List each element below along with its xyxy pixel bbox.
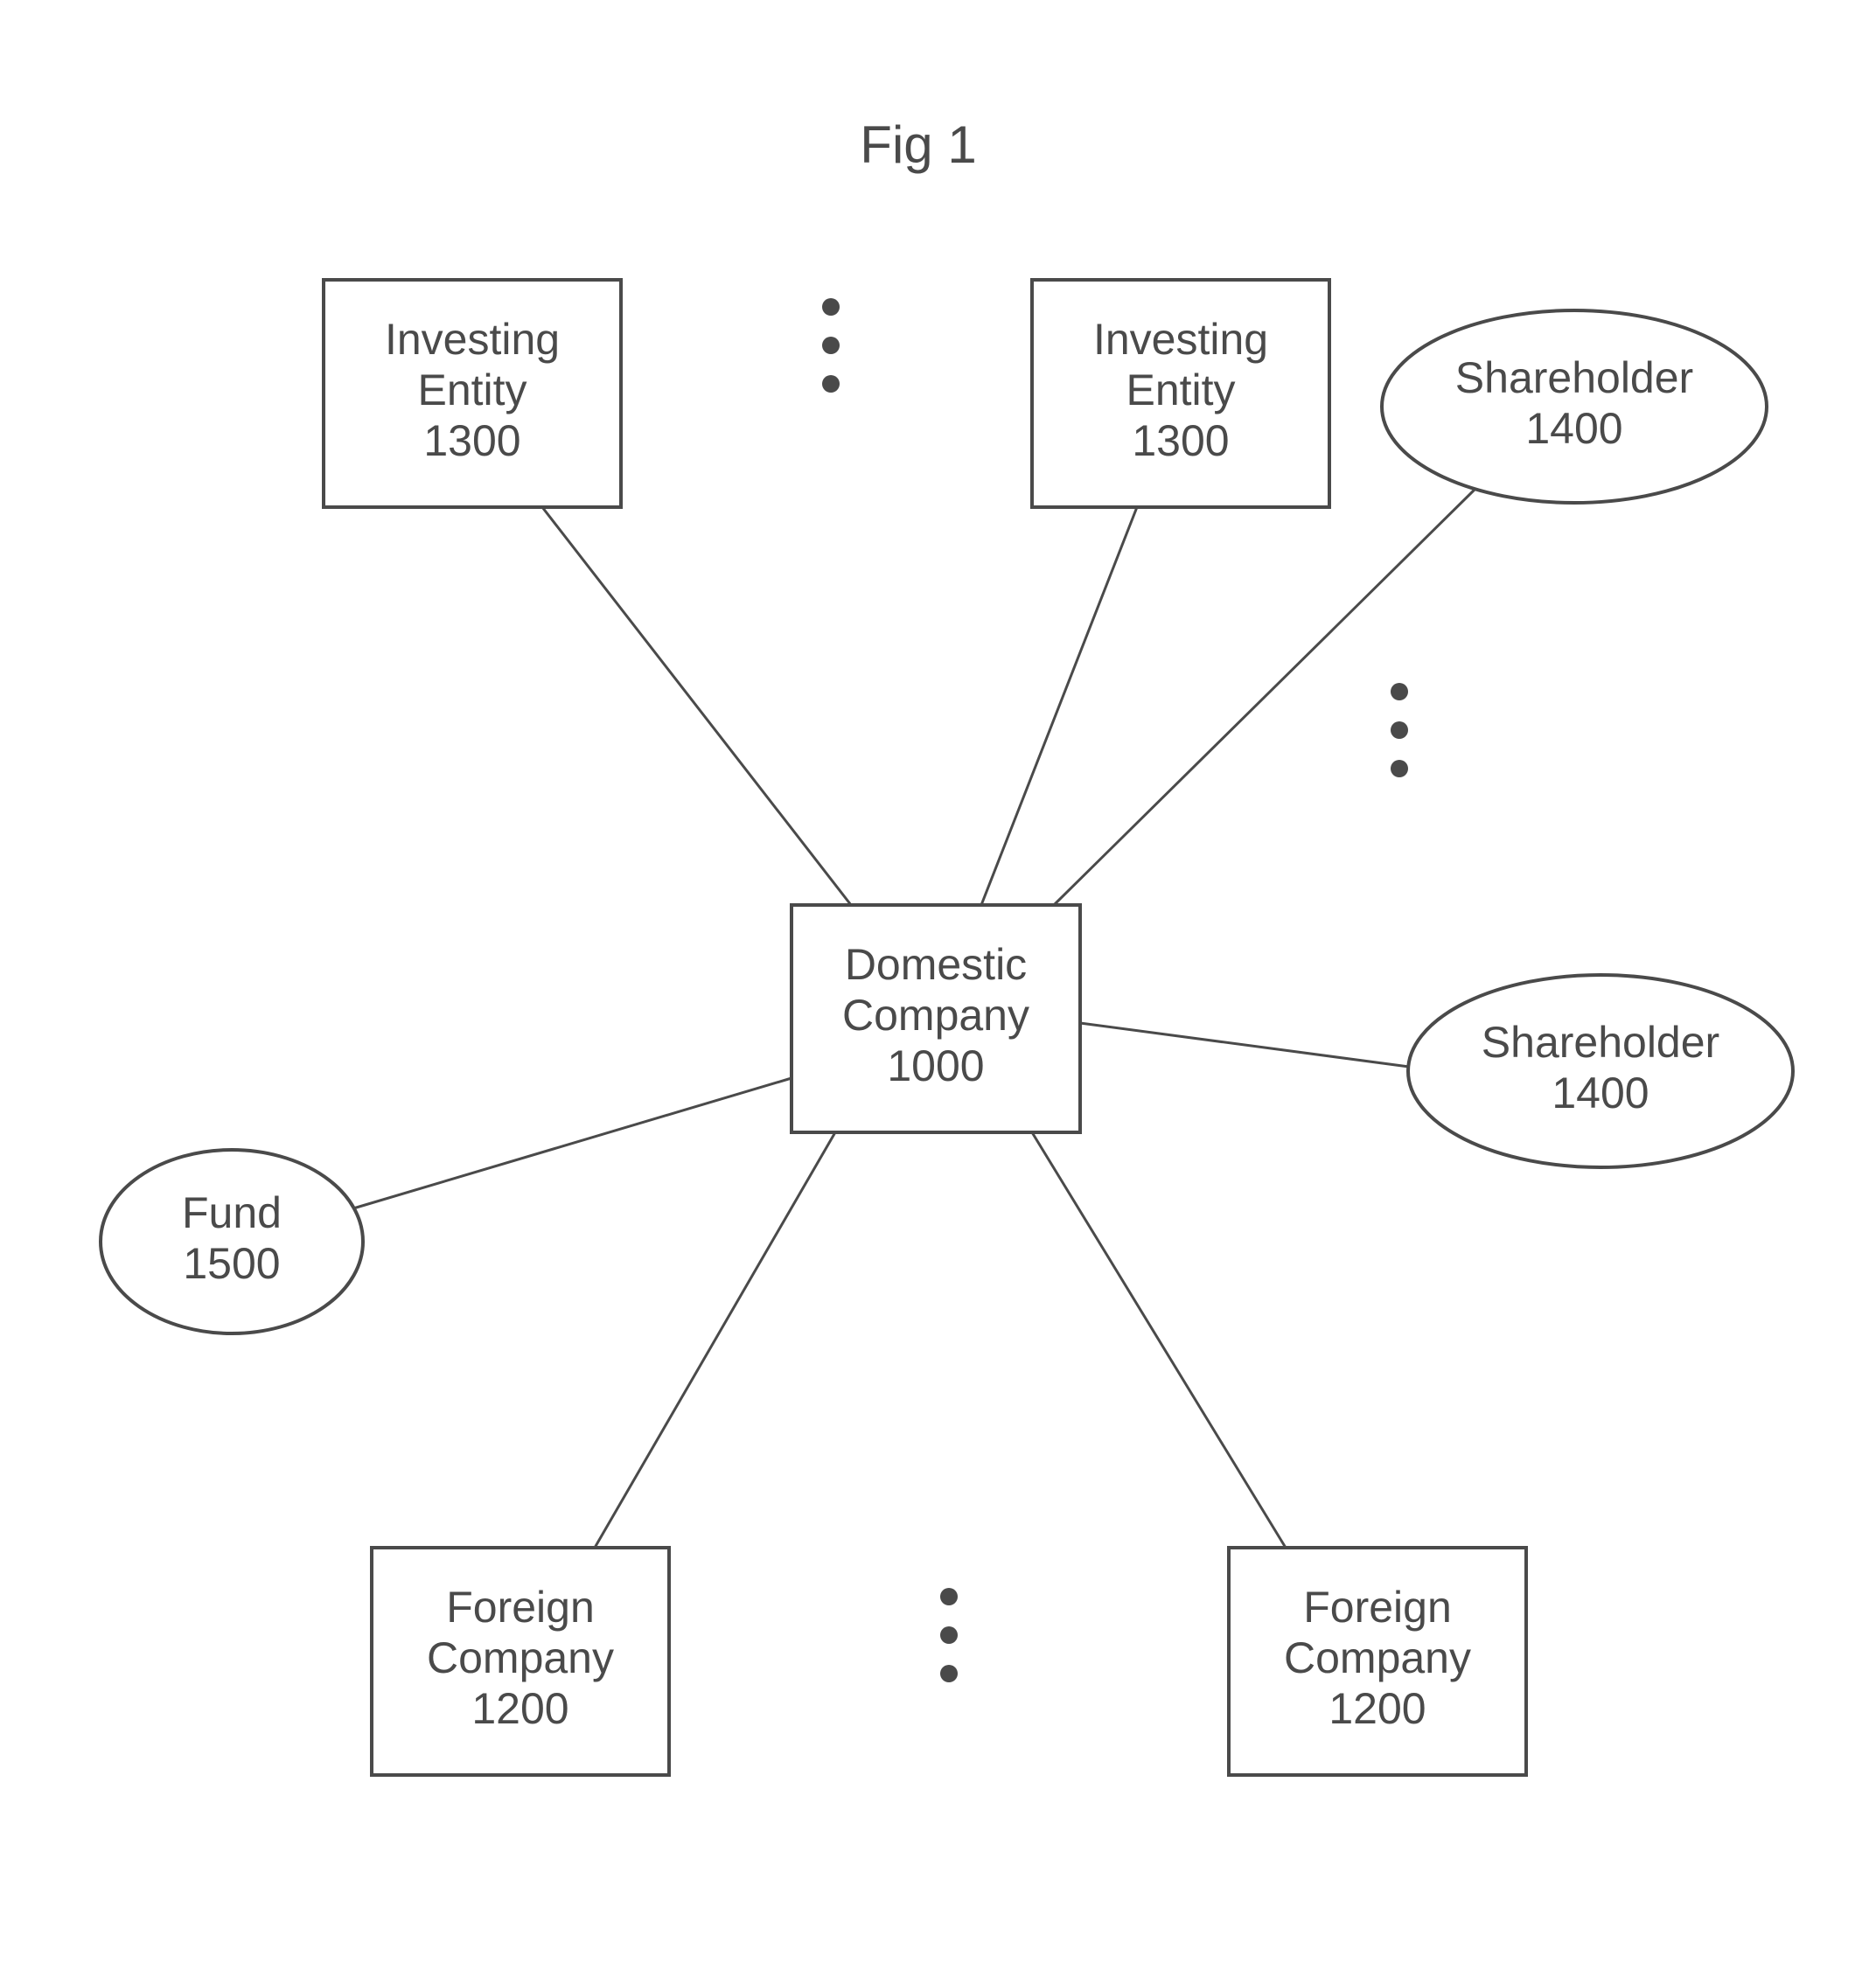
node-sh-b: Shareholder1400 — [1408, 975, 1793, 1167]
node-for-r-label: 1200 — [1329, 1684, 1426, 1733]
node-for-l-label: Foreign — [446, 1583, 595, 1632]
dots-bottom — [940, 1665, 958, 1682]
node-for-r: ForeignCompany1200 — [1229, 1548, 1526, 1775]
node-inv-r-label: Entity — [1126, 365, 1235, 414]
dots-bottom — [940, 1626, 958, 1644]
diagram-canvas: DomesticCompany1000InvestingEntity1300In… — [0, 0, 1876, 1984]
node-inv-r-label: Investing — [1093, 315, 1268, 364]
node-inv-r: InvestingEntity1300 — [1032, 280, 1329, 507]
dots-top — [822, 337, 840, 354]
edge-center-for-l — [595, 1132, 835, 1548]
node-for-r-label: Company — [1284, 1633, 1471, 1682]
edge-center-fund — [353, 1078, 792, 1208]
node-for-l-label: 1200 — [471, 1684, 568, 1733]
node-fund-label: 1500 — [183, 1239, 280, 1288]
node-fund: Fund1500 — [101, 1150, 363, 1333]
node-fund-label: Fund — [182, 1188, 282, 1237]
node-inv-l: InvestingEntity1300 — [324, 280, 621, 507]
node-inv-l-label: Entity — [417, 365, 527, 414]
node-sh-t-label: Shareholder — [1455, 353, 1693, 402]
node-for-l-label: Company — [427, 1633, 614, 1682]
edge-center-for-r — [1032, 1132, 1286, 1548]
dots-right — [1391, 760, 1408, 777]
node-for-l: ForeignCompany1200 — [372, 1548, 669, 1775]
node-center-label: 1000 — [887, 1041, 984, 1090]
edge-center-inv-l — [542, 507, 851, 905]
nodes-layer: DomesticCompany1000InvestingEntity1300In… — [101, 280, 1793, 1775]
figure-title: Fig 1 — [860, 115, 976, 174]
edge-center-sh-t — [1054, 486, 1478, 905]
node-center-label: Company — [842, 991, 1029, 1040]
node-center-label: Domestic — [845, 940, 1027, 989]
dots-right — [1391, 721, 1408, 739]
node-inv-l-label: Investing — [385, 315, 560, 364]
node-inv-l-label: 1300 — [423, 416, 520, 465]
node-center: DomesticCompany1000 — [792, 905, 1080, 1132]
dots-right — [1391, 683, 1408, 700]
node-sh-t: Shareholder1400 — [1382, 310, 1767, 503]
edge-center-sh-b — [1080, 1023, 1409, 1067]
dots-top — [822, 375, 840, 393]
node-sh-b-label: 1400 — [1552, 1069, 1649, 1117]
dots-bottom — [940, 1588, 958, 1605]
node-for-r-label: Foreign — [1303, 1583, 1452, 1632]
node-sh-b-label: Shareholder — [1482, 1018, 1719, 1067]
dots-top — [822, 298, 840, 316]
node-sh-t-label: 1400 — [1525, 404, 1622, 453]
node-inv-r-label: 1300 — [1132, 416, 1229, 465]
